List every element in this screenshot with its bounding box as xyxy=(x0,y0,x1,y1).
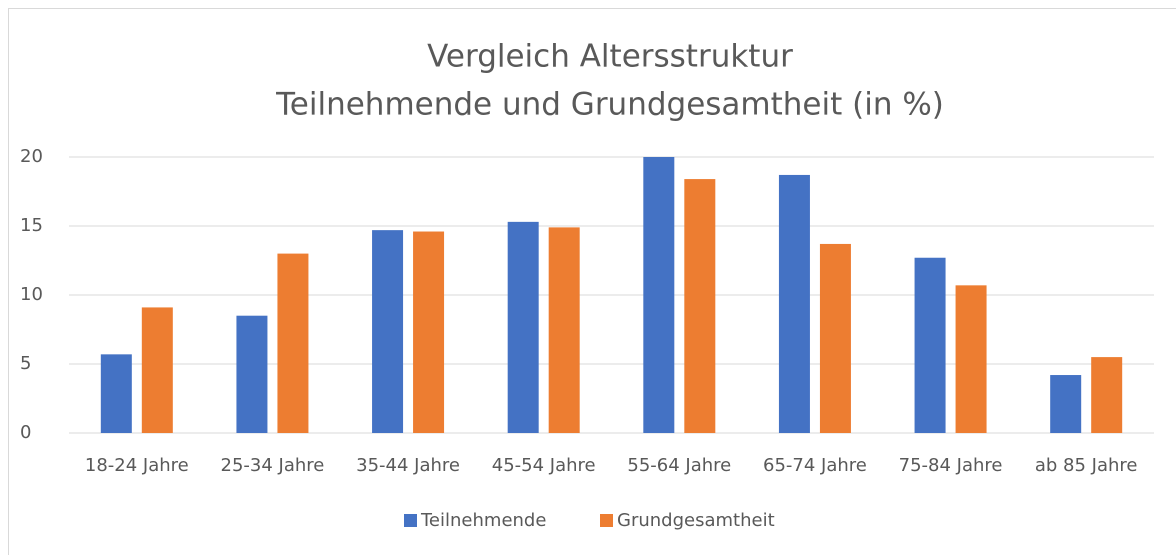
y-tick-label: 15 xyxy=(20,215,43,236)
x-tick-label: 35-44 Jahre xyxy=(356,455,460,476)
chart-title: Teilnehmende und Grundgesamtheit (in %) xyxy=(275,87,944,123)
x-tick-label: 75-84 Jahre xyxy=(899,455,1003,476)
y-tick-label: 5 xyxy=(20,353,31,374)
x-tick-label: 25-34 Jahre xyxy=(221,455,325,476)
y-tick-label: 20 xyxy=(20,146,43,167)
bar xyxy=(819,243,851,433)
bar xyxy=(236,315,268,433)
x-tick-label: 65-74 Jahre xyxy=(763,455,867,476)
bar xyxy=(277,253,309,433)
bar xyxy=(548,227,580,433)
bar xyxy=(100,354,132,433)
chart-title: Vergleich Altersstruktur xyxy=(427,39,793,75)
y-tick-label: 0 xyxy=(20,422,31,443)
legend-label: Teilnehmende xyxy=(420,510,546,531)
legend-swatch xyxy=(404,514,417,527)
bar xyxy=(413,231,445,433)
bar xyxy=(914,257,946,433)
bar xyxy=(643,157,675,433)
legend-swatch xyxy=(600,514,613,527)
bar xyxy=(955,285,987,433)
bar xyxy=(778,174,810,433)
chart-frame xyxy=(8,8,1176,555)
bar xyxy=(1091,357,1123,433)
x-tick-label: 55-64 Jahre xyxy=(627,455,731,476)
x-tick-label: ab 85 Jahre xyxy=(1035,455,1138,476)
x-tick-label: 18-24 Jahre xyxy=(85,455,189,476)
bar xyxy=(684,179,716,433)
bar xyxy=(1050,375,1082,433)
x-tick-label: 45-54 Jahre xyxy=(492,455,596,476)
bar xyxy=(141,307,173,433)
bar xyxy=(507,221,539,433)
y-tick-label: 10 xyxy=(20,284,43,305)
legend-label: Grundgesamtheit xyxy=(617,510,775,531)
bar xyxy=(372,230,404,433)
